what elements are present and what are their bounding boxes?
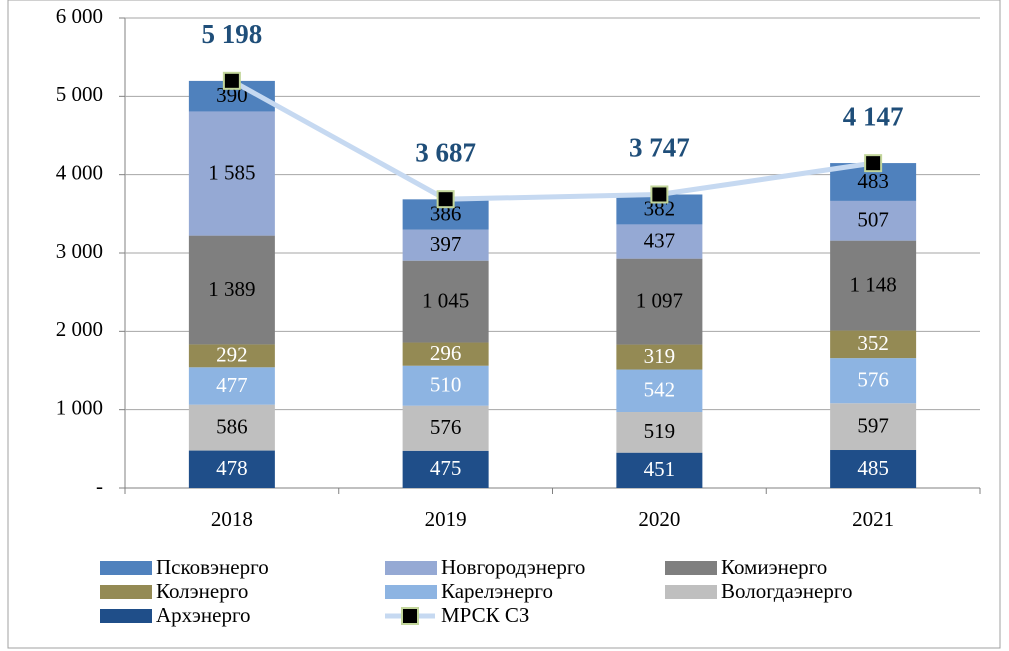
y-tick-label: 5 000: [56, 82, 103, 106]
y-tick-label: 4 000: [56, 160, 103, 184]
marker: [650, 185, 669, 204]
data-label: 477: [216, 373, 248, 397]
data-label: 576: [857, 367, 889, 391]
bar-segment: [616, 344, 703, 370]
bar-segment: [188, 111, 275, 236]
bar-segment: [188, 450, 275, 488]
bar-segment: [402, 342, 489, 366]
data-label: 542: [644, 378, 676, 402]
data-label: 1 585: [208, 160, 255, 184]
data-label: 296: [430, 341, 462, 365]
x-tick-label: 2019: [425, 507, 467, 531]
legend-swatch: [665, 585, 717, 599]
bar-segment: [616, 369, 703, 413]
legend-label: МРСК СЗ: [441, 603, 529, 627]
bar-segment: [830, 240, 917, 331]
bar-segment: [616, 452, 703, 488]
legend-label: Новгородэнерго: [441, 555, 585, 579]
data-label: 397: [430, 232, 462, 256]
bar-segment: [616, 412, 703, 453]
data-label: 451: [644, 457, 676, 481]
y-tick-label: 6 000: [56, 4, 103, 28]
marker: [222, 71, 241, 90]
bar-segment: [188, 367, 275, 405]
data-label: 519: [644, 419, 676, 443]
data-label: 1 148: [850, 272, 897, 296]
legend-swatch: [100, 585, 152, 599]
data-label: 507: [857, 208, 889, 232]
y-tick-label: 2 000: [56, 317, 103, 341]
data-label: 352: [857, 331, 889, 355]
total-label: 3 687: [415, 137, 476, 167]
legend-label: Карелэнерго: [441, 579, 553, 603]
legend-label: Комиэнерго: [721, 555, 827, 579]
data-label: 510: [430, 373, 462, 397]
legend-marker: [401, 607, 419, 625]
marker: [436, 190, 455, 209]
total-label: 5 198: [202, 19, 263, 49]
x-tick-label: 2021: [852, 507, 894, 531]
data-label: 576: [430, 415, 462, 439]
total-label: 3 747: [629, 133, 690, 163]
legend-swatch: [100, 561, 152, 575]
data-label: 485: [857, 456, 889, 480]
bar-segment: [616, 258, 703, 345]
bar-segment: [402, 365, 489, 406]
chart-frame: [7, 0, 1001, 649]
data-label: 1 097: [636, 288, 683, 312]
data-label: 586: [216, 414, 248, 438]
bar-segment: [830, 403, 917, 451]
bar-segment: [830, 358, 917, 404]
bar-segment: [830, 450, 917, 488]
legend-label: Вологдаэнерго: [721, 579, 852, 603]
x-tick-label: 2018: [211, 507, 253, 531]
data-label: 319: [644, 344, 676, 368]
y-tick-label: 1 000: [56, 395, 103, 419]
legend-swatch: [665, 561, 717, 575]
data-label: 475: [430, 456, 462, 480]
bar-segment: [188, 235, 275, 345]
legend-label: Архэнерго: [156, 603, 251, 627]
marker: [864, 154, 883, 173]
legend-label: Псковэнерго: [156, 555, 269, 579]
data-label: 292: [216, 343, 248, 367]
bar-segment: [830, 200, 917, 241]
bar-segment: [402, 450, 489, 488]
legend-swatch: [385, 585, 437, 599]
legend-swatch: [100, 609, 152, 623]
bar-segment: [402, 229, 489, 261]
data-label: 483: [857, 169, 889, 193]
legend-swatch: [385, 561, 437, 575]
line: [230, 78, 874, 202]
data-label: 1 045: [422, 288, 469, 312]
y-tick-label: -: [96, 474, 103, 498]
bar-segment: [188, 344, 275, 368]
bar-segment: [188, 404, 275, 451]
data-label: 478: [216, 456, 248, 480]
data-label: 1 389: [208, 277, 255, 301]
legend-label: Колэнерго: [156, 579, 248, 603]
bar-segment: [616, 224, 703, 259]
bar-segment: [830, 330, 917, 359]
bar-segment: [402, 405, 489, 451]
data-label: 597: [857, 413, 889, 437]
total-label: 4 147: [843, 101, 904, 131]
data-label: 437: [644, 228, 676, 252]
x-tick-label: 2020: [638, 507, 680, 531]
y-tick-label: 3 000: [56, 239, 103, 263]
bar-segment: [402, 260, 489, 343]
